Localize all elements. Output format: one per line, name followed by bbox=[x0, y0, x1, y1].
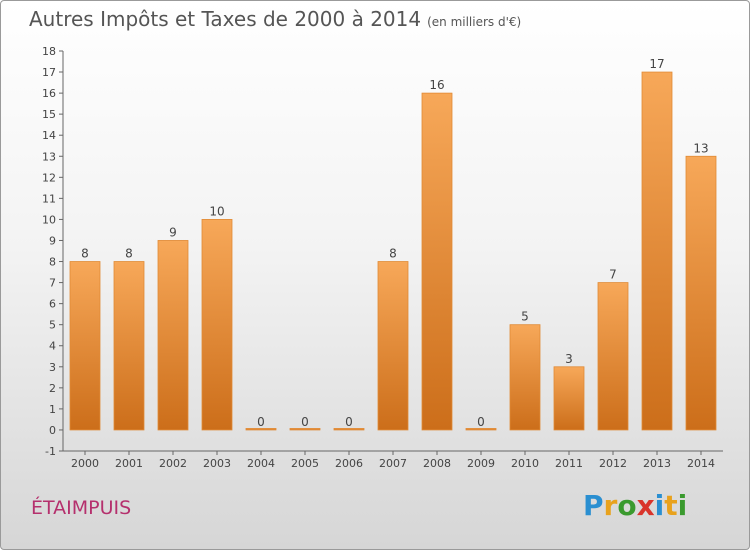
y-tick-label: 8 bbox=[49, 256, 56, 269]
y-tick-label: -1 bbox=[45, 445, 56, 458]
x-tick-label: 2008 bbox=[423, 457, 451, 470]
x-tick-label: 2007 bbox=[379, 457, 407, 470]
bar-value-label: 0 bbox=[301, 415, 309, 429]
bar-value-label: 17 bbox=[649, 57, 664, 71]
y-tick-label: 16 bbox=[42, 87, 56, 100]
y-tick-label: 3 bbox=[49, 361, 56, 374]
y-tick-label: 2 bbox=[49, 382, 56, 395]
x-tick-label: 2010 bbox=[511, 457, 539, 470]
bars bbox=[69, 71, 717, 431]
y-tick-label: 18 bbox=[42, 45, 56, 58]
bar bbox=[509, 324, 541, 431]
y-tick-label: 11 bbox=[42, 192, 56, 205]
y-tick-label: 6 bbox=[49, 298, 56, 311]
logo-letter: i bbox=[677, 489, 688, 522]
logo-letter: t bbox=[664, 489, 678, 522]
bar bbox=[289, 428, 321, 431]
y-tick-label: 17 bbox=[42, 66, 56, 79]
x-tick-label: 2011 bbox=[555, 457, 583, 470]
bar-value-label: 8 bbox=[81, 247, 89, 261]
y-tick-label: 7 bbox=[49, 277, 56, 290]
logo-letter: i bbox=[654, 489, 665, 522]
y-tick-label: 15 bbox=[42, 108, 56, 121]
title-text: Autres Impôts et Taxes de 2000 à 2014 bbox=[29, 7, 422, 31]
x-tick-label: 2004 bbox=[247, 457, 275, 470]
bar bbox=[597, 282, 629, 431]
proxiti-logo[interactable]: Proxiti bbox=[583, 489, 687, 522]
bar bbox=[465, 428, 497, 431]
bar-value-label: 13 bbox=[693, 141, 708, 155]
x-tick-label: 2009 bbox=[467, 457, 495, 470]
y-tick-label: 5 bbox=[49, 319, 56, 332]
y-tick-label: 4 bbox=[49, 340, 56, 353]
logo-letter: o bbox=[617, 489, 637, 522]
bar-value-label: 10 bbox=[209, 204, 224, 218]
value-labels: 8 8 9 10 0 0 0 8 16 0 5 3 7 17 13 bbox=[81, 57, 708, 429]
commune-name: ÉTAIMPUIS bbox=[31, 497, 132, 519]
bar bbox=[113, 261, 145, 431]
x-tick-label: 2003 bbox=[203, 457, 231, 470]
chart-title: Autres Impôts et Taxes de 2000 à 2014 (en… bbox=[29, 7, 521, 31]
bar-value-label: 0 bbox=[257, 415, 265, 429]
bar bbox=[245, 428, 277, 431]
y-tick-label: 12 bbox=[42, 171, 56, 184]
bar-value-label: 0 bbox=[345, 415, 353, 429]
y-tick-label: 1 bbox=[49, 403, 56, 416]
y-tick-label: 13 bbox=[42, 150, 56, 163]
bar bbox=[553, 366, 585, 431]
x-tick-label: 2000 bbox=[71, 457, 99, 470]
bar-value-label: 16 bbox=[429, 78, 444, 92]
bar bbox=[69, 261, 101, 431]
bar bbox=[201, 219, 233, 431]
y-tick-label: 14 bbox=[42, 129, 56, 142]
bar-value-label: 8 bbox=[389, 247, 397, 261]
bar bbox=[333, 428, 365, 431]
x-tick-label: 2001 bbox=[115, 457, 143, 470]
bar bbox=[421, 92, 453, 431]
bar-value-label: 3 bbox=[565, 352, 573, 366]
bar-value-label: 8 bbox=[125, 247, 133, 261]
logo-letter: r bbox=[603, 489, 618, 522]
bar bbox=[377, 261, 409, 431]
y-tick-label: 10 bbox=[42, 213, 56, 226]
x-tick-label: 2012 bbox=[599, 457, 627, 470]
x-tick-label: 2005 bbox=[291, 457, 319, 470]
x-tick-label: 2002 bbox=[159, 457, 187, 470]
bar bbox=[641, 71, 673, 431]
x-tick-label: 2006 bbox=[335, 457, 363, 470]
bar-value-label: 7 bbox=[609, 268, 617, 282]
title-unit: (en milliers d'€) bbox=[427, 15, 522, 29]
bar bbox=[157, 240, 189, 431]
y-tick-label: 9 bbox=[49, 234, 56, 247]
bar bbox=[685, 155, 717, 431]
bar-value-label: 5 bbox=[521, 310, 529, 324]
bar-value-label: 9 bbox=[169, 225, 177, 239]
logo-letter: x bbox=[636, 489, 655, 522]
y-tick-label: 0 bbox=[49, 424, 56, 437]
bar-value-label: 0 bbox=[477, 415, 485, 429]
logo-letter: P bbox=[583, 489, 604, 522]
x-tick-label: 2014 bbox=[687, 457, 715, 470]
x-tick-label: 2013 bbox=[643, 457, 671, 470]
